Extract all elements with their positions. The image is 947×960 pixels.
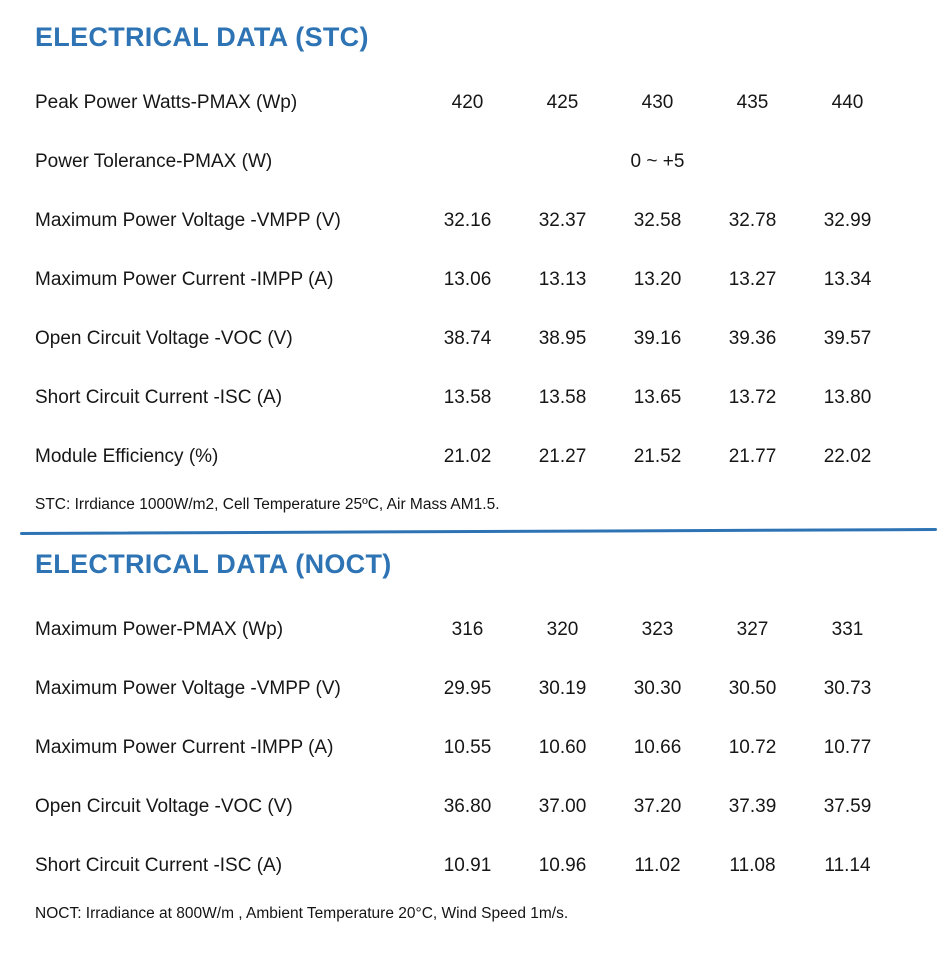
spec-value: 37.59 [823, 795, 872, 817]
spec-value: 13.80 [823, 386, 872, 408]
spec-value: 10.96 [538, 854, 587, 876]
spec-value: 13.06 [443, 268, 492, 290]
spec-value: 13.65 [633, 386, 682, 408]
spec-value: 30.50 [728, 677, 777, 699]
row-label: Module Efficiency (%) [35, 445, 219, 467]
spec-value: 32.37 [538, 209, 587, 231]
table-row: Maximum Power Current -IMPP (A) 13.06 13… [35, 250, 912, 309]
row-label: Maximum Power Current -IMPP (A) [35, 268, 334, 290]
row-label: Short Circuit Current -ISC (A) [35, 386, 283, 408]
section-divider [19, 528, 938, 536]
spec-value: 39.16 [633, 327, 682, 349]
noct-spec-table: Maximum Power-PMAX (Wp) 316 320 323 327 … [35, 600, 912, 895]
spec-value: 38.95 [538, 327, 587, 349]
spec-value: 38.74 [443, 327, 492, 349]
spec-value: 13.58 [443, 386, 492, 408]
spec-value: 435 [736, 91, 769, 113]
spec-value: 30.30 [633, 677, 682, 699]
spec-value: 21.52 [633, 445, 682, 467]
row-label: Maximum Power-PMAX (Wp) [35, 618, 284, 640]
spec-value: 13.58 [538, 386, 587, 408]
spec-value: 37.20 [633, 795, 682, 817]
spec-value: 10.60 [538, 736, 587, 758]
spec-value: 430 [641, 91, 674, 113]
row-label: Power Tolerance-PMAX (W) [35, 150, 273, 172]
row-label: Maximum Power Voltage -VMPP (V) [35, 209, 341, 231]
table-row: Maximum Power-PMAX (Wp) 316 320 323 327 … [35, 600, 912, 659]
spec-value: 21.77 [728, 445, 777, 467]
spec-value: 10.55 [443, 736, 492, 758]
spec-value: 13.20 [633, 268, 682, 290]
spec-value: 420 [451, 91, 484, 113]
table-row: Maximum Power Voltage -VMPP (V) 32.16 32… [35, 191, 912, 250]
spec-value: 425 [546, 91, 579, 113]
row-label: Peak Power Watts-PMAX (Wp) [35, 91, 298, 113]
table-row: Module Efficiency (%) 21.02 21.27 21.52 … [35, 427, 912, 486]
spec-value: 29.95 [443, 677, 492, 699]
spec-value: 316 [451, 618, 484, 640]
noct-footnote: NOCT: Irradiance at 800W/m , Ambient Tem… [35, 905, 569, 923]
spec-value: 37.00 [538, 795, 587, 817]
spec-value: 10.72 [728, 736, 777, 758]
spec-value: 21.27 [538, 445, 587, 467]
spec-value: 440 [831, 91, 864, 113]
table-row: Short Circuit Current -ISC (A) 13.58 13.… [35, 368, 912, 427]
row-label: Short Circuit Current -ISC (A) [35, 854, 283, 876]
spec-value: 22.02 [823, 445, 872, 467]
stc-section: ELECTRICAL DATA (STC) Peak Power Watts-P… [35, 22, 912, 514]
spec-value: 10.66 [633, 736, 682, 758]
row-label: Open Circuit Voltage -VOC (V) [35, 327, 293, 349]
spec-value: 13.34 [823, 268, 872, 290]
spec-value: 10.77 [823, 736, 872, 758]
spec-value: 13.72 [728, 386, 777, 408]
spec-value: 320 [546, 618, 579, 640]
spec-value: 331 [831, 618, 864, 640]
table-row: Power Tolerance-PMAX (W) 0 ~ +5 [35, 132, 912, 191]
spec-value: 13.27 [728, 268, 777, 290]
spec-value: 39.36 [728, 327, 777, 349]
stc-section-title: ELECTRICAL DATA (STC) [35, 22, 369, 52]
table-row: Open Circuit Voltage -VOC (V) 36.80 37.0… [35, 777, 912, 836]
row-label: Maximum Power Voltage -VMPP (V) [35, 677, 341, 699]
spec-value: 37.39 [728, 795, 777, 817]
spec-value: 30.19 [538, 677, 587, 699]
spec-value: 13.13 [538, 268, 587, 290]
spec-value: 32.58 [633, 209, 682, 231]
table-row: Peak Power Watts-PMAX (Wp) 420 425 430 4… [35, 73, 912, 132]
spec-value: 0 ~ +5 [630, 150, 685, 172]
spec-value: 327 [736, 618, 769, 640]
table-row: Maximum Power Current -IMPP (A) 10.55 10… [35, 718, 912, 777]
noct-section-title: ELECTRICAL DATA (NOCT) [35, 549, 392, 580]
spec-value: 323 [641, 618, 674, 640]
stc-spec-table: Peak Power Watts-PMAX (Wp) 420 425 430 4… [35, 73, 912, 486]
spec-value: 11.08 [729, 854, 776, 876]
table-row: Maximum Power Voltage -VMPP (V) 29.95 30… [35, 659, 912, 718]
spec-value: 21.02 [443, 445, 492, 467]
spec-value: 11.02 [634, 854, 681, 876]
spec-value: 11.14 [824, 854, 871, 876]
spec-value: 32.16 [443, 209, 492, 231]
spec-value: 10.91 [443, 854, 492, 876]
row-label: Open Circuit Voltage -VOC (V) [35, 795, 293, 817]
row-label: Maximum Power Current -IMPP (A) [35, 736, 334, 758]
stc-footnote: STC: Irrdiance 1000W/m2, Cell Temperatur… [35, 496, 500, 514]
spec-value: 36.80 [443, 795, 492, 817]
datasheet-page: ELECTRICAL DATA (STC) Peak Power Watts-P… [19, 22, 938, 923]
spec-value: 32.99 [823, 209, 872, 231]
table-row: Short Circuit Current -ISC (A) 10.91 10.… [35, 836, 912, 895]
spec-value: 39.57 [823, 327, 872, 349]
spec-value: 32.78 [728, 209, 777, 231]
spec-value: 30.73 [823, 677, 872, 699]
table-row: Open Circuit Voltage -VOC (V) 38.74 38.9… [35, 309, 912, 368]
noct-section: ELECTRICAL DATA (NOCT) Maximum Power-PMA… [35, 549, 912, 923]
